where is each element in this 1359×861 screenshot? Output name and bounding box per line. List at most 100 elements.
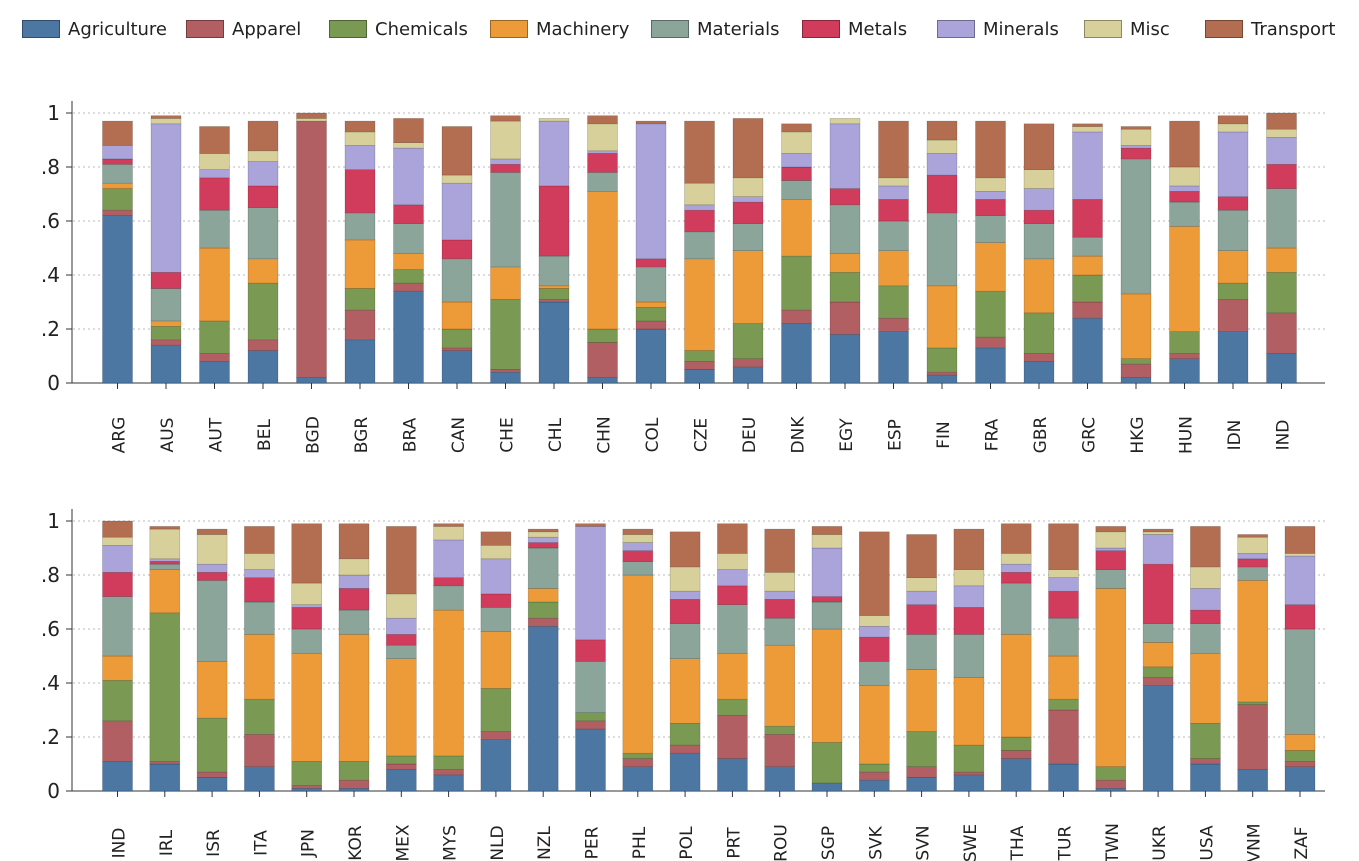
bar-segment-egy-apparel (829, 301, 861, 335)
bar-segment-tur-materials (1048, 617, 1079, 657)
bar-segment-bgr-materials (344, 212, 376, 241)
bar-segment-irl-agriculture (149, 763, 181, 792)
x-tick-label: THA (1008, 825, 1028, 861)
bar-segment-hun-machinery (1169, 226, 1200, 332)
bar-segment-arg-machinery (102, 182, 133, 189)
bar-segment-chn-minerals (587, 150, 618, 154)
x-tick-label: MEX (393, 824, 413, 861)
bar-segment-che-misc (490, 120, 521, 160)
bar-segment-ukr-minerals (1142, 534, 1174, 565)
bar-segment-fra-transport (975, 120, 1006, 179)
bar-segment-bel-apparel (247, 339, 279, 351)
bar-segment-aut-agriculture (199, 361, 230, 384)
bar-segment-ukr-transport (1142, 528, 1174, 533)
bar-segment-vnm-apparel (1237, 704, 1268, 770)
bar-segment-chl-agriculture (538, 301, 570, 384)
bar-segment-jpn-agriculture (291, 787, 323, 792)
bar-segment-usa-chemicals (1190, 723, 1221, 759)
x-tick-label: SWE (961, 824, 981, 861)
bar-segment-can-minerals (441, 182, 473, 241)
x-tick-label: IND (1274, 420, 1294, 451)
x-tick-label: MYS (441, 825, 461, 861)
bar-segment-fin-metals (926, 174, 958, 214)
bar-segment-bgr-transport (344, 120, 376, 133)
bar-segment-sgp-machinery (811, 628, 843, 743)
bar-segment-grc-minerals (1072, 131, 1103, 200)
bar-segment-kor-agriculture (338, 787, 370, 792)
bar-segment-bel-misc (247, 150, 279, 162)
bar-segment-irl-transport (149, 526, 181, 530)
x-tick-label: ESP (886, 419, 906, 451)
bar-segment-mex-apparel (385, 763, 417, 770)
bar-segment-ind-machinery (1266, 247, 1297, 273)
y-tick-label: .4 (41, 671, 60, 695)
bar-segment-cze-metals (684, 209, 715, 233)
bar-segment-vnm-chemicals (1237, 701, 1268, 705)
bar-segment-che-chemicals (490, 298, 521, 370)
bar-segment-fin-minerals (926, 153, 958, 176)
bar-segment-dnk-minerals (781, 153, 812, 168)
bar-segment-ind-misc (1266, 128, 1297, 138)
bar-segment-aus-transport (150, 115, 182, 119)
legend-label: Metals (848, 18, 908, 40)
bar-segment-zaf-agriculture (1284, 766, 1316, 792)
bar-segment-phl-minerals (622, 542, 654, 551)
x-tick-label: CHE (498, 417, 518, 452)
bar-segment-svn-agriculture (906, 777, 937, 792)
bar-segment-col-minerals (635, 123, 667, 260)
bar-segment-bra-minerals (393, 147, 424, 206)
bar-segment-usa-transport (1190, 526, 1221, 568)
x-tick-label: EGY (837, 418, 857, 452)
bar-segment-vnm-agriculture (1237, 769, 1268, 792)
bar-segment-tur-machinery (1048, 655, 1079, 700)
bar-segment-idn-apparel (1217, 298, 1249, 332)
bar-segment-cze-agriculture (684, 369, 715, 384)
bar-segment-ind-transport (1266, 112, 1297, 130)
bar-segment-tha-chemicals (1000, 736, 1032, 751)
bar-segment-per-apparel (575, 720, 606, 730)
legend-label: Misc (1130, 18, 1170, 40)
bar-segment-nld-materials (480, 607, 512, 633)
bar-segment-fin-materials (926, 212, 958, 287)
bar-segment-bel-transport (247, 120, 279, 152)
bar-segment-ind-metals (102, 571, 133, 597)
legend-label: Agriculture (68, 18, 167, 40)
bar-segment-ind-misc (102, 536, 133, 546)
bar-segment-pol-minerals (669, 590, 701, 600)
bar-segment-hun-minerals (1169, 185, 1200, 192)
x-tick-label: PER (583, 826, 603, 859)
bar-segment-isr-metals (196, 571, 228, 581)
bar-segment-ita-transport (244, 526, 275, 554)
bar-segment-can-machinery (441, 301, 473, 330)
bar-segment-tha-transport (1000, 523, 1032, 554)
bar-segment-isr-misc (196, 534, 228, 565)
x-tick-label: DEU (740, 417, 760, 453)
bar-segment-swe-apparel (953, 771, 985, 776)
bar-segment-pol-materials (669, 623, 701, 659)
bar-segment-rou-metals (764, 598, 796, 619)
y-tick-label: .2 (41, 725, 60, 749)
bar-segment-tur-misc (1048, 569, 1079, 578)
bar-segment-rou-minerals (764, 590, 796, 600)
x-tick-label: ROU (772, 824, 792, 861)
bar-segment-fin-apparel (926, 371, 958, 376)
bar-segment-swe-misc (953, 569, 985, 587)
bar-segment-deu-machinery (732, 250, 764, 324)
legend-swatch (937, 20, 975, 38)
bar-segment-nzl-misc (527, 531, 559, 538)
bar-segment-cze-materials (684, 231, 715, 260)
bar-segment-bra-agriculture (393, 290, 424, 384)
bar-segment-bel-materials (247, 207, 279, 260)
bar-segment-irl-materials (149, 563, 181, 570)
bar-segment-nzl-transport (527, 528, 559, 533)
bar-segment-egy-chemicals (829, 271, 861, 303)
bar-segment-cze-machinery (684, 258, 715, 351)
bar-segment-fin-chemicals (926, 347, 958, 373)
y-tick-label: .8 (41, 155, 60, 179)
y-tick-label: .8 (41, 563, 60, 587)
bar-segment-twn-machinery (1095, 588, 1127, 767)
bar-segment-vnm-transport (1237, 534, 1268, 538)
bar-segment-deu-misc (732, 177, 764, 198)
bar-segment-svk-metals (858, 636, 890, 662)
bar-segment-egy-agriculture (829, 334, 861, 384)
